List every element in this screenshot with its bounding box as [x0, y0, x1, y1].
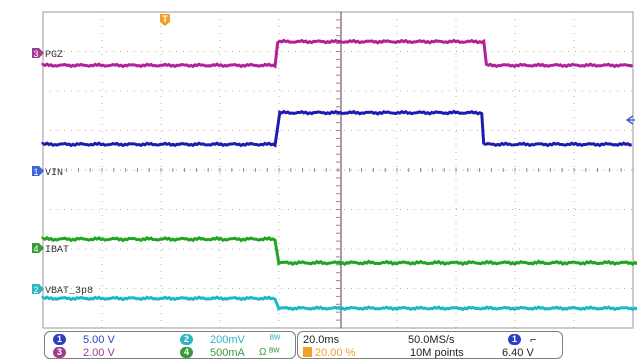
trigger-source-badge: 1	[508, 334, 521, 345]
trigger-position-value: 20.00 %	[315, 347, 356, 359]
ch2-scale-value: 200mV	[210, 334, 245, 346]
pgz-trace	[41, 38, 634, 69]
ch3-marker-number: 3	[33, 49, 38, 59]
ch1-scale-value: 5.00 V	[83, 334, 115, 346]
trigger-marker-label: T	[162, 14, 168, 24]
ch2-scale-badge: 2	[180, 334, 193, 345]
waveform-traces	[41, 38, 637, 312]
record-length-value: 10M points	[410, 347, 464, 359]
graticule-grid	[42, 11, 634, 329]
trigger-position-icon	[303, 347, 312, 357]
trigger-level-value: 6.40 V	[502, 347, 534, 359]
ch3-scale-value: 2.00 V	[83, 347, 115, 359]
ch1-scale-badge: 1	[53, 334, 66, 345]
ibat-trace	[41, 235, 637, 267]
ch4-label: IBAT	[45, 245, 69, 256]
ch3-marker[interactable]: 3	[32, 48, 44, 59]
timebase-value: 20.0ms	[303, 334, 340, 346]
horizontal-trigger-panel[interactable]: 20.0ms 20.00 % 50.0MS/s 10M points 1 ⌐ 6…	[297, 331, 563, 359]
channel-scale-panel[interactable]: 1 5.00 V 3 2.00 V 2 200mV ᴮᵂ 4 500mA Ω ᴮ…	[44, 331, 296, 359]
ch1-marker[interactable]: 1	[32, 166, 44, 177]
ch2-marker[interactable]: 2	[32, 284, 44, 295]
trigger-slope-icon: ⌐	[530, 334, 537, 346]
sample-rate-value: 50.0MS/s	[408, 334, 455, 346]
ch4-scale-badge: 4	[180, 347, 193, 358]
vin-trace	[41, 109, 633, 148]
ch4-marker-number: 4	[33, 244, 38, 254]
ref-arrow-icon[interactable]	[625, 115, 635, 125]
trigger-marker[interactable]: T	[160, 14, 170, 26]
ch2-marker-number: 2	[33, 285, 38, 295]
vbat-trace	[41, 295, 637, 312]
ch4-bw-limit-icon: Ω ᴮᵂ	[259, 347, 280, 358]
ch2-label: VBAT_3p8	[45, 286, 93, 297]
ch4-scale-value: 500mA	[210, 347, 245, 359]
ch3-scale-badge: 3	[53, 347, 66, 358]
ch3-label: PGZ	[45, 50, 63, 61]
ch1-marker-number: 1	[33, 167, 38, 177]
ch1-label: VIN	[45, 168, 63, 179]
ch2-bw-limit-icon: ᴮᵂ	[270, 334, 281, 345]
ch4-marker[interactable]: 4	[32, 243, 44, 254]
